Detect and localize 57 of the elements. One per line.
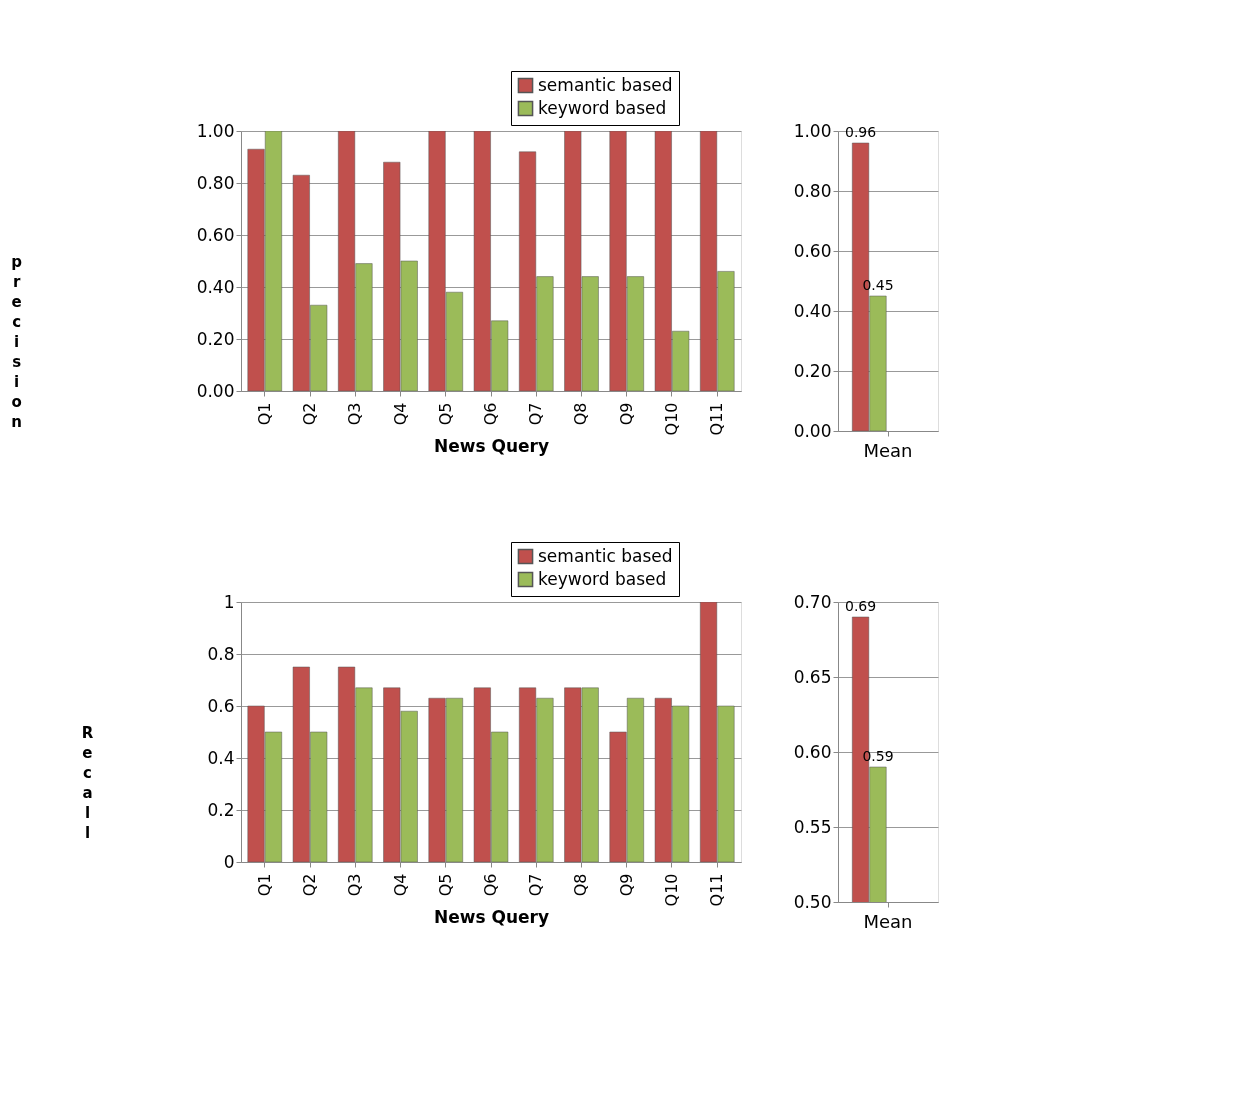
text: precision: [11, 252, 23, 431]
x-tick-label: Q8: [571, 402, 591, 426]
x-axis-title: News Query: [433, 436, 550, 457]
y-tick-label: 0.40: [793, 300, 832, 321]
x-tick-label: Q9: [616, 402, 636, 426]
y-tick-label: 0.20: [793, 360, 832, 381]
x-axis-title: News Query: [433, 907, 550, 928]
data-label: 0.96: [844, 124, 877, 140]
x-tick-label: Q3: [345, 402, 365, 426]
x-tick-label: Q7: [526, 873, 546, 897]
legend-label: keyword based: [538, 568, 667, 589]
y-tick-label: 0.60: [793, 240, 832, 261]
x-tick-label: Q10: [662, 402, 681, 436]
y-tick-label: 0.40: [196, 276, 235, 297]
x-tick-label: Q2: [300, 873, 319, 897]
x-tick-label: Q4: [390, 402, 410, 426]
y-tick-label: 0.6: [207, 695, 235, 716]
x-tick-label: Q2: [300, 402, 319, 426]
y-tick-label: 0.60: [793, 741, 832, 762]
x-tick-label: Q4: [390, 873, 410, 897]
x-tick-label: Mean: [863, 910, 913, 932]
x-tick-label: Q10: [662, 873, 681, 907]
x-tick-label: Q1: [254, 402, 274, 426]
x-tick-label: Q1: [254, 873, 274, 897]
y-tick-label: 0: [223, 851, 235, 872]
x-tick-label: Q5: [435, 873, 455, 897]
legend-label: semantic based: [538, 74, 673, 95]
legend-label: semantic based: [538, 545, 673, 566]
x-tick-label: Q11: [707, 402, 727, 436]
data-label: 0.69: [844, 598, 877, 614]
x-tick-label: Q6: [481, 873, 500, 897]
y-tick-label: 0.80: [196, 172, 235, 193]
y-tick-label: 0.4: [207, 747, 235, 768]
y-tick-label: 0.00: [793, 420, 832, 441]
x-tick-label: Q11: [707, 873, 727, 907]
x-tick-label: Q5: [435, 402, 455, 426]
y-tick-label: 1: [223, 591, 235, 612]
y-tick-label: 0.65: [793, 666, 832, 687]
y-tick-label: 0.8: [207, 643, 235, 664]
x-tick-label: Q6: [481, 402, 500, 426]
x-tick-label: Q3: [345, 873, 365, 897]
y-tick-label: 1.00: [196, 120, 235, 141]
legend-label: keyword based: [538, 97, 667, 118]
y-tick-label: 0.00: [196, 380, 235, 401]
x-tick-label: Q9: [616, 873, 636, 897]
x-tick-label: Q7: [526, 402, 546, 426]
y-axis-title: Recall: [81, 723, 94, 842]
y-tick-label: 0.80: [793, 180, 832, 201]
y-tick-label: 0.70: [793, 591, 832, 612]
y-tick-label: 0.60: [196, 224, 235, 245]
y-tick-label: 0.2: [207, 799, 235, 820]
y-tick-label: 1.00: [793, 120, 832, 141]
y-tick-label: 0.20: [196, 328, 235, 349]
x-tick-label: Mean: [863, 439, 913, 461]
y-tick-label: 0.50: [793, 891, 832, 912]
x-tick-label: Q8: [571, 873, 591, 897]
y-tick-label: 0.55: [793, 816, 832, 837]
